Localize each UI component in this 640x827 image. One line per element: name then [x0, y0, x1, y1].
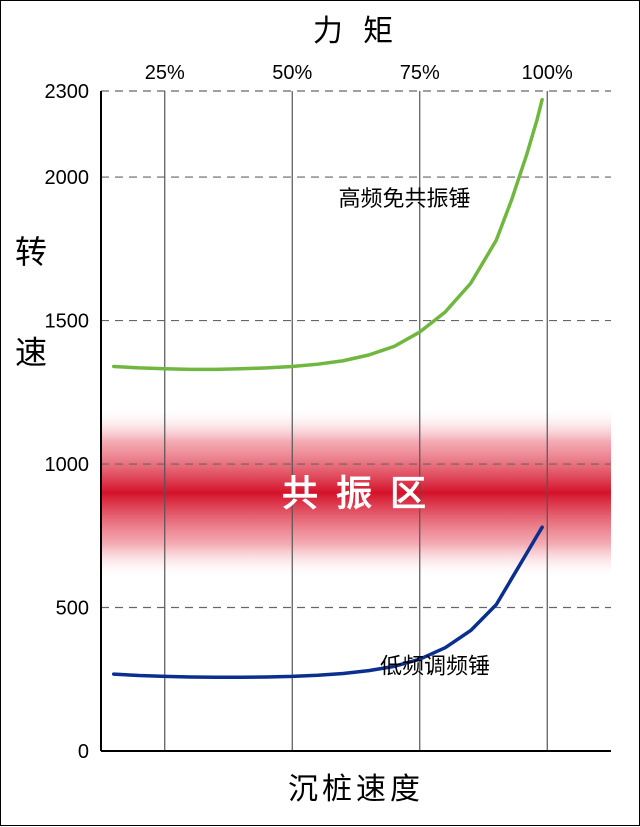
series-高频免共振锤: [114, 100, 542, 370]
ylabel-char-1: 转: [15, 234, 47, 270]
x-tick-label: 100%: [522, 62, 573, 84]
title-top: 力 矩: [313, 15, 399, 48]
y-tick-label: 1500: [45, 311, 90, 333]
title-bottom: 沉桩速度: [288, 773, 424, 806]
y-tick-label: 2300: [45, 81, 90, 103]
y-tick-label: 500: [56, 598, 89, 620]
ylabel-char-2: 速: [15, 335, 47, 371]
series-label: 低频调频锤: [380, 654, 490, 679]
x-tick-label: 75%: [400, 62, 440, 84]
y-tick-label: 1000: [45, 454, 90, 476]
series-label: 高频免共振锤: [338, 186, 470, 211]
x-tick-label: 25%: [145, 62, 185, 84]
resonance-label: 共 振 区: [282, 472, 430, 513]
y-tick-label: 2000: [45, 167, 90, 189]
chart-container: 高频免共振锤低频调频锤 共 振 区 0 500 1000 1500 2000 2300 25% 5…: [0, 0, 640, 826]
y-tick-label: 0: [78, 741, 89, 763]
chart-svg: 高频免共振锤低频调频锤 共 振 区 0 500 1000 1500 2000 2300 25% 5…: [1, 1, 640, 827]
x-tick-label: 50%: [272, 62, 312, 84]
